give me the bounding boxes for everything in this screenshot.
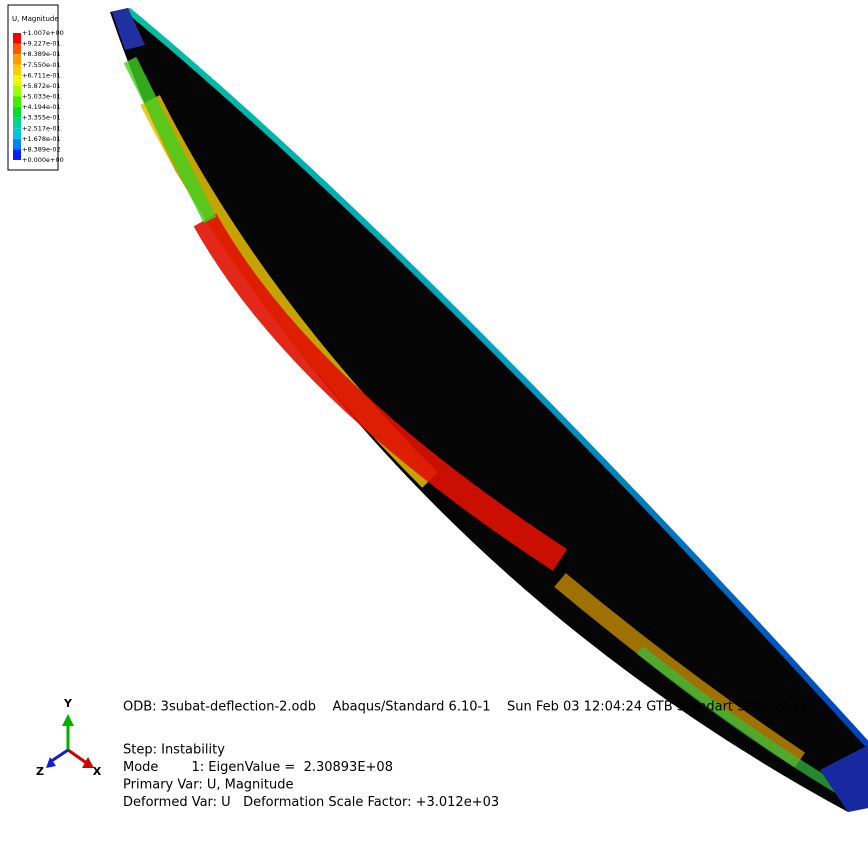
info-line: Primary Var: U, Magnitude bbox=[123, 778, 294, 793]
legend: U, Magnitude +1.007e+00 +9.227e-01 +8.389e… bbox=[8, 5, 64, 170]
legend-label: +5.872e-01 bbox=[22, 82, 61, 90]
legend-swatch bbox=[13, 33, 21, 44]
legend-swatch bbox=[13, 118, 21, 129]
legend-swatch bbox=[13, 86, 21, 97]
axis-triad: Y Z X bbox=[36, 697, 102, 778]
legend-label: +3.355e-01 bbox=[22, 114, 61, 122]
legend-label: +2.517e-01 bbox=[22, 124, 61, 132]
viewport: U, Magnitude +1.007e+00 +9.227e-01 +8.389e… bbox=[0, 0, 868, 838]
legend-label: +6.711e-01 bbox=[22, 71, 61, 79]
legend-swatch bbox=[13, 75, 21, 86]
legend-title: U, Magnitude bbox=[12, 15, 59, 23]
legend-swatch bbox=[13, 107, 21, 118]
legend-label: +4.194e-01 bbox=[22, 103, 61, 111]
legend-swatch bbox=[13, 54, 21, 65]
odb-line: ODB: 3subat-deflection-2.odb Abaqus/Stan… bbox=[123, 700, 807, 715]
legend-label: +0.000e+00 bbox=[22, 156, 64, 164]
legend-label: +1.678e-01 bbox=[22, 135, 61, 143]
info-line: Step: Instability bbox=[123, 743, 225, 758]
legend-label: +1.007e+00 bbox=[22, 29, 64, 37]
info-line: Mode 1: EigenValue = 2.30893E+08 bbox=[123, 760, 393, 775]
legend-label: +9.227e-01 bbox=[22, 40, 61, 48]
legend-label: +5.033e-01 bbox=[22, 93, 61, 101]
legend-label: +8.389e-02 bbox=[22, 145, 61, 153]
legend-swatch bbox=[13, 128, 21, 139]
info-line: Deformed Var: U Deformation Scale Factor… bbox=[123, 795, 499, 810]
beam bbox=[110, 8, 868, 812]
legend-swatch bbox=[13, 65, 21, 76]
legend-swatch bbox=[13, 139, 21, 150]
axis-label: Z bbox=[36, 765, 44, 778]
axis-label: Y bbox=[63, 697, 73, 710]
legend-swatch bbox=[13, 149, 21, 160]
legend-label: +8.389e-01 bbox=[22, 50, 61, 58]
axis-label: X bbox=[93, 765, 102, 778]
legend-swatch bbox=[13, 44, 21, 55]
legend-label: +7.550e-01 bbox=[22, 61, 61, 69]
legend-swatch bbox=[13, 97, 21, 108]
